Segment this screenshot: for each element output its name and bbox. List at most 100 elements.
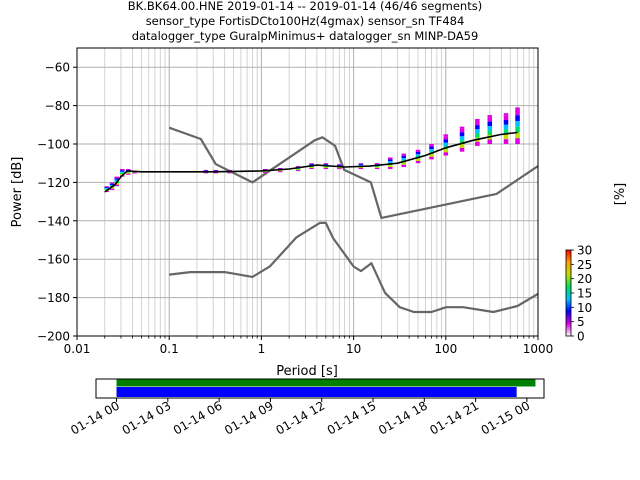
- density-cell: [109, 183, 115, 185]
- psd-density: [104, 107, 520, 193]
- density-cell: [459, 147, 465, 152]
- density-cell: [337, 164, 342, 166]
- density-cell: [415, 158, 421, 161]
- density-cell: [459, 144, 465, 148]
- colorbar-label: [%]: [613, 183, 628, 206]
- density-column: [443, 134, 449, 156]
- density-cell: [388, 165, 393, 168]
- timeline-tick-label: 01-14 00: [68, 398, 122, 437]
- density-cell: [114, 179, 120, 182]
- density-cell: [401, 155, 407, 159]
- density-cell: [323, 163, 329, 165]
- density-cell: [475, 141, 480, 146]
- x-tick-label: 1000: [523, 342, 554, 356]
- timeline-tick-label: 01-14 18: [376, 398, 430, 437]
- density-cell: [132, 172, 137, 174]
- density-cell: [388, 157, 393, 160]
- plot-grid: [76, 48, 538, 337]
- density-cell: [515, 115, 520, 121]
- timeline-tick-label: 01-15 00: [479, 398, 533, 437]
- density-cell: [323, 164, 329, 166]
- density-cell: [277, 171, 283, 173]
- density-cell: [415, 149, 421, 152]
- chart-title-line-2: sensor_type FortisDCto100Hz(4gmax) senso…: [146, 14, 465, 28]
- density-cell: [109, 188, 115, 191]
- density-cell: [503, 115, 509, 120]
- density-cell: [515, 138, 520, 144]
- density-cell: [388, 167, 393, 169]
- timeline-tick-label: 01-14 03: [120, 398, 174, 437]
- y-tick-label: −120: [37, 176, 70, 190]
- x-tick-label: 1: [258, 342, 266, 356]
- density-column: [503, 113, 509, 144]
- density-cell: [443, 136, 449, 140]
- density-cell: [213, 172, 219, 174]
- density-cell: [401, 164, 407, 168]
- density-cell: [323, 168, 329, 169]
- density-cell: [487, 126, 493, 131]
- density-cell: [429, 156, 434, 160]
- chart-title-line-1: BK.BK64.00.HNE 2019-01-14 -- 2019-01-14 …: [128, 0, 482, 13]
- density-cell: [309, 164, 314, 166]
- density-cell: [475, 125, 480, 130]
- density-cell: [277, 169, 283, 171]
- density-cell: [374, 167, 380, 169]
- x-tick-label: 10: [346, 342, 361, 356]
- density-cell: [114, 176, 120, 179]
- density-cell: [295, 169, 301, 171]
- density-cell: [443, 149, 449, 153]
- density-cell: [401, 162, 407, 165]
- density-column: [475, 118, 480, 146]
- density-cell: [295, 168, 301, 170]
- density-cell: [475, 120, 480, 126]
- density-cell: [126, 171, 131, 173]
- density-cell: [443, 152, 449, 156]
- psd-series: [104, 131, 518, 193]
- density-cell: [109, 184, 115, 187]
- density-cell: [503, 139, 509, 144]
- x-tick-label: 0.1: [160, 342, 179, 356]
- y-tick-label: −200: [37, 330, 70, 344]
- density-cell: [515, 120, 520, 127]
- timeline-tick-label: 01-14 09: [222, 398, 276, 437]
- density-cell: [203, 172, 209, 174]
- density-cell: [401, 158, 407, 161]
- chart-title: BK.BK64.00.HNE 2019-01-14 -- 2019-01-14 …: [128, 0, 482, 43]
- density-cell: [443, 142, 449, 146]
- timeline-tick-label: 01-14 06: [171, 398, 225, 437]
- density-cell: [443, 139, 449, 143]
- density-cell: [503, 120, 509, 125]
- density-cell: [309, 168, 314, 169]
- density-cell: [109, 187, 115, 189]
- y-tick-label: −100: [37, 138, 70, 152]
- density-cell: [415, 160, 421, 164]
- density-cell: [503, 124, 509, 130]
- density-cell: [114, 178, 120, 180]
- x-axis: 0.01 0.1 1 10 100 1000: [64, 336, 554, 356]
- density-cell: [415, 152, 421, 155]
- density-cell: [323, 167, 329, 169]
- density-cell: [503, 134, 509, 140]
- density-cell: [388, 161, 393, 164]
- density-cell: [295, 166, 301, 168]
- density-column: [429, 144, 434, 160]
- density-cell: [120, 168, 125, 171]
- density-column: [459, 126, 465, 152]
- density-cell: [515, 132, 520, 139]
- density-cell: [515, 107, 520, 110]
- density-cell: [277, 168, 283, 169]
- colorbar-tick-label: 0: [577, 330, 585, 344]
- plot-frame: [76, 47, 539, 337]
- density-cell: [309, 163, 314, 165]
- density-cell: [120, 171, 125, 173]
- density-cell: [401, 153, 407, 156]
- density-cell: [126, 168, 131, 170]
- density-cell: [374, 166, 380, 168]
- x-tick-label: 0.01: [64, 342, 91, 356]
- density-cell: [459, 128, 465, 133]
- density-cell: [429, 146, 434, 150]
- density-cell: [503, 113, 509, 116]
- density-cell: [487, 117, 493, 122]
- density-cell: [503, 129, 509, 135]
